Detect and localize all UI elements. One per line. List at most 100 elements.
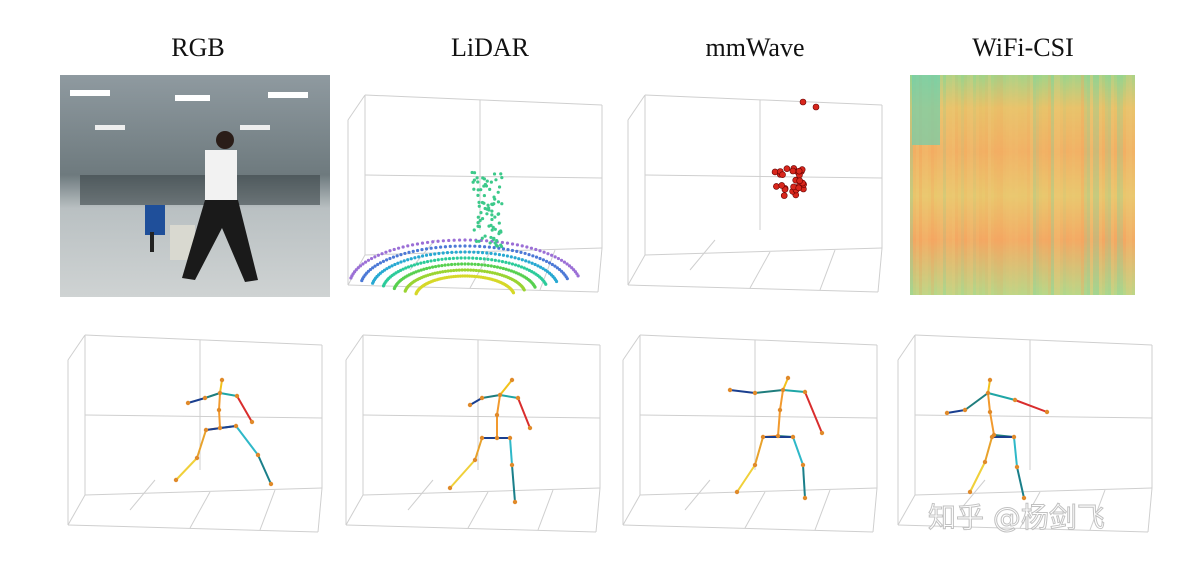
csi-stripe [991, 75, 994, 295]
axis-line [639, 334, 878, 346]
lidar-point [391, 255, 396, 259]
lidar-point [433, 264, 438, 269]
axis-line [897, 334, 916, 361]
axis-line [914, 414, 1153, 419]
lidar-point [463, 256, 467, 260]
lidar-point [431, 240, 435, 244]
axis-line [539, 249, 556, 291]
lidar-point [476, 180, 480, 184]
bone [218, 409, 221, 429]
csi-heatmap [910, 75, 1135, 295]
bone [989, 411, 995, 436]
lidar-point [471, 268, 476, 272]
csi-stripe [1033, 75, 1036, 295]
bone [196, 429, 207, 459]
lidar-point [477, 239, 481, 243]
lidar-point [478, 218, 482, 223]
column-title: RGB [171, 33, 224, 62]
bone [804, 391, 823, 434]
csi-stripe [940, 75, 943, 295]
lidar-point [455, 256, 459, 260]
radar-point [778, 182, 786, 189]
lidar-point [520, 244, 524, 248]
lidar-point [505, 241, 510, 245]
joint [985, 390, 991, 396]
lidar-point [480, 251, 485, 255]
csi-stripe [964, 75, 967, 295]
lidar-point [382, 268, 387, 272]
lidar-point [513, 263, 518, 267]
lidar-point [550, 253, 554, 257]
csi-stripe [937, 75, 940, 295]
bone [946, 409, 966, 414]
lidar-point [461, 274, 465, 278]
lidar-point [478, 256, 483, 261]
axis-line [347, 94, 366, 121]
lidar-point [482, 245, 487, 249]
lidar-point [458, 244, 462, 248]
axis-line [345, 524, 597, 533]
lidar-point [482, 193, 487, 198]
axis-line [67, 524, 319, 533]
lidar-point [451, 256, 455, 260]
lidar-point [501, 247, 506, 251]
lidar-point [510, 242, 515, 246]
bone [257, 454, 272, 485]
lidar-point [402, 259, 406, 263]
lidar-point [515, 249, 519, 253]
lidar-point [512, 270, 516, 274]
rgb-image [60, 75, 330, 297]
lidar-point [495, 239, 499, 243]
joint [233, 423, 239, 429]
lidar-point [454, 250, 458, 254]
csi-stripe [946, 75, 949, 295]
csi-stripe [1087, 75, 1090, 295]
bone [782, 389, 806, 393]
csi-stripe [1000, 75, 1003, 295]
joint [734, 489, 740, 495]
lidar-point [530, 261, 534, 265]
lidar-point [466, 268, 470, 272]
joint [790, 434, 796, 440]
joint [494, 412, 500, 418]
lidar-point [522, 288, 526, 292]
csi-stripe [1105, 75, 1108, 295]
csi-stripe [916, 75, 919, 295]
lidar-point [471, 256, 475, 260]
lidar-point [415, 248, 420, 253]
joint [1021, 495, 1027, 501]
csi-stripe [970, 75, 973, 295]
csi-stripe [1057, 75, 1060, 295]
csi-stripe [1093, 75, 1096, 295]
lidar-point [406, 244, 410, 248]
lidar-point [443, 263, 447, 267]
lidar-point [489, 180, 493, 184]
lidar-point [437, 264, 441, 268]
csi-stripe [913, 75, 916, 295]
lidar-point [480, 269, 484, 273]
lidar-point [488, 187, 492, 191]
lidar-point [401, 267, 405, 271]
csi-stripe [928, 75, 931, 295]
bone [469, 397, 483, 406]
lidar-point [505, 254, 510, 258]
lidar-point [479, 188, 483, 192]
bone [984, 436, 993, 463]
lidar-point [453, 244, 457, 248]
axis-line [597, 247, 603, 293]
joint [1011, 434, 1017, 440]
lidar-point [392, 247, 396, 252]
lidar-point [388, 249, 392, 253]
lidar-point [427, 266, 432, 270]
axis-line [644, 94, 883, 106]
joint [800, 462, 806, 468]
lidar-point [396, 261, 400, 265]
lidar-point [553, 255, 557, 259]
lidar-point [388, 256, 392, 261]
lidar-point [483, 263, 487, 267]
csi-stripe [1006, 75, 1009, 295]
lidar-point [419, 261, 423, 265]
lidar-point [477, 204, 481, 208]
lidar-point [536, 264, 540, 268]
csi-stripe [912, 75, 940, 145]
